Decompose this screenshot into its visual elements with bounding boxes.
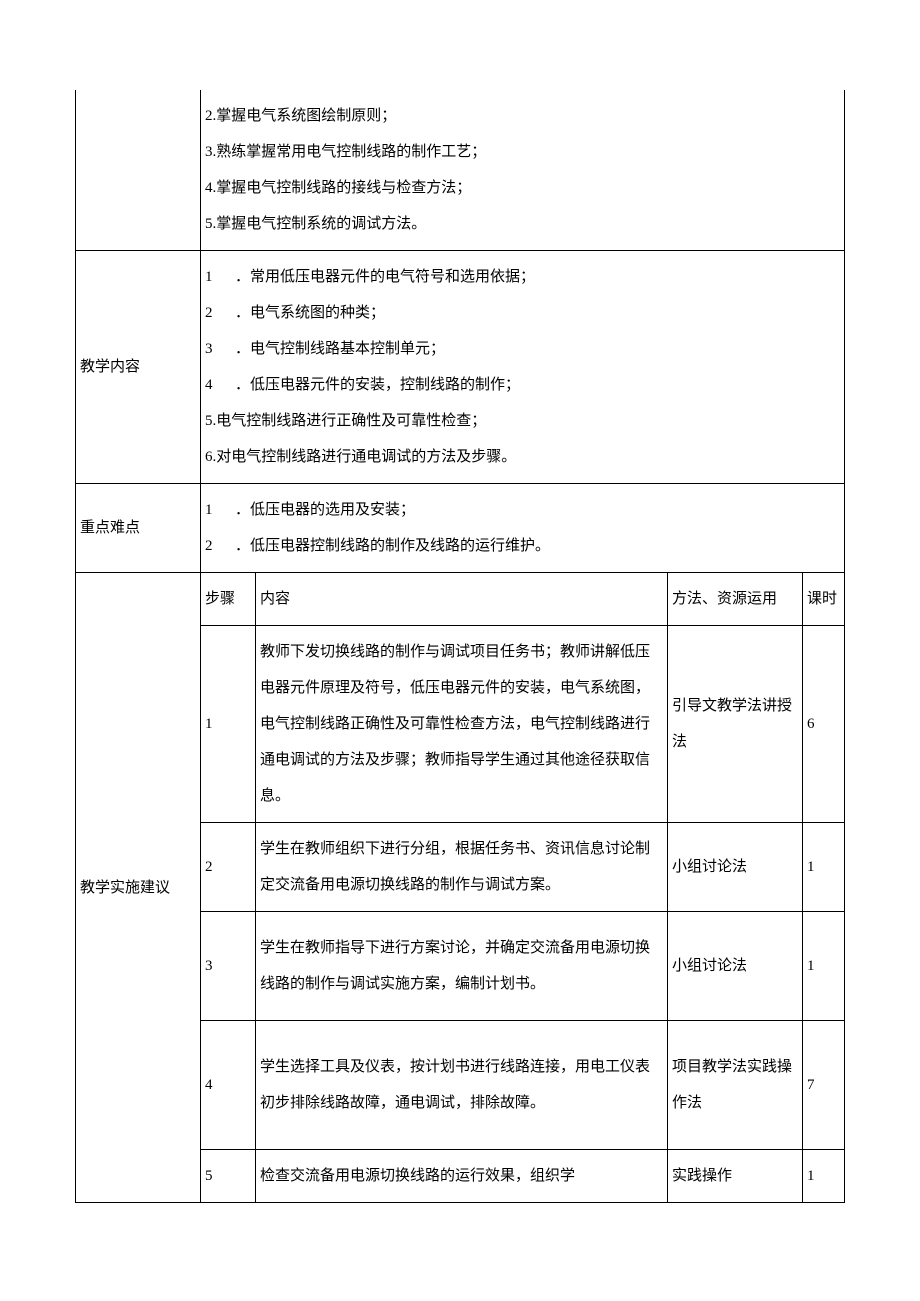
step-cell: 5	[201, 1150, 256, 1203]
content-item: 1 ．常用低压电器元件的电气符号和选用依据；	[205, 259, 840, 295]
step-cell: 4	[201, 1021, 256, 1150]
objective-item: 5.掌握电气控制系统的调试方法。	[205, 206, 840, 242]
method-cell: 项目教学法实践操作法	[667, 1021, 802, 1150]
content-cell: 检查交流备用电源切换线路的运行效果，组织学	[256, 1150, 668, 1203]
step-cell: 1	[201, 626, 256, 823]
row-label-empty	[76, 90, 201, 251]
content-item: 2 ．电气系统图的种类；	[205, 295, 840, 331]
content-item: 5.电气控制线路进行正确性及可靠性检查；	[205, 403, 840, 439]
curriculum-table: 2.掌握电气系统图绘制原则； 3.熟练掌握常用电气控制线路的制作工艺； 4.掌握…	[75, 90, 845, 1203]
method-cell: 实践操作	[667, 1150, 802, 1203]
content-cell: 教师下发切换线路的制作与调试项目任务书；教师讲解低压电器元件原理及符号，低压电器…	[256, 626, 668, 823]
content-item: 4 ．低压电器元件的安装，控制线路的制作；	[205, 367, 840, 403]
teaching-content-label: 教学内容	[76, 251, 201, 484]
key-points-label: 重点难点	[76, 484, 201, 573]
step-cell: 3	[201, 912, 256, 1021]
content-cell: 学生在教师组织下进行分组，根据任务书、资讯信息讨论制定交流备用电源切换线路的制作…	[256, 823, 668, 912]
hours-cell: 6	[802, 626, 844, 823]
content-item: 3 ．电气控制线路基本控制单元；	[205, 331, 840, 367]
objective-item: 4.掌握电气控制线路的接线与检查方法；	[205, 170, 840, 206]
table-row: 2.掌握电气系统图绘制原则； 3.熟练掌握常用电气控制线路的制作工艺； 4.掌握…	[76, 90, 845, 251]
objective-item: 3.熟练掌握常用电气控制线路的制作工艺；	[205, 134, 840, 170]
step-cell: 2	[201, 823, 256, 912]
method-cell: 引导文教学法讲授法	[667, 626, 802, 823]
hours-cell: 1	[802, 1150, 844, 1203]
content-cell: 学生选择工具及仪表，按计划书进行线路连接，用电工仪表初步排除线路故障，通电调试，…	[256, 1021, 668, 1150]
teaching-content-cell: 1 ．常用低压电器元件的电气符号和选用依据； 2 ．电气系统图的种类； 3 ．电…	[201, 251, 845, 484]
hours-cell: 1	[802, 823, 844, 912]
objective-item: 2.掌握电气系统图绘制原则；	[205, 98, 840, 134]
hours-cell: 1	[802, 912, 844, 1021]
hours-cell: 7	[802, 1021, 844, 1150]
method-cell: 小组讨论法	[667, 823, 802, 912]
method-header: 方法、资源运用	[667, 573, 802, 626]
table-row: 重点难点 1 ．低压电器的选用及安装； 2 ．低压电器控制线路的制作及线路的运行…	[76, 484, 845, 573]
keypoint-item: 1 ．低压电器的选用及安装；	[205, 492, 840, 528]
implementation-label: 教学实施建议	[76, 573, 201, 1203]
method-cell: 小组讨论法	[667, 912, 802, 1021]
table-row: 教学内容 1 ．常用低压电器元件的电气符号和选用依据； 2 ．电气系统图的种类；…	[76, 251, 845, 484]
objectives-cell: 2.掌握电气系统图绘制原则； 3.熟练掌握常用电气控制线路的制作工艺； 4.掌握…	[201, 90, 845, 251]
content-item: 6.对电气控制线路进行通电调试的方法及步骤。	[205, 439, 840, 475]
key-points-cell: 1 ．低压电器的选用及安装； 2 ．低压电器控制线路的制作及线路的运行维护。	[201, 484, 845, 573]
table-row: 教学实施建议 步骤 内容 方法、资源运用 课时	[76, 573, 845, 626]
content-cell: 学生在教师指导下进行方案讨论，并确定交流备用电源切换线路的制作与调试实施方案，编…	[256, 912, 668, 1021]
step-header: 步骤	[201, 573, 256, 626]
keypoint-item: 2 ．低压电器控制线路的制作及线路的运行维护。	[205, 528, 840, 564]
hours-header: 课时	[802, 573, 844, 626]
content-header: 内容	[256, 573, 668, 626]
